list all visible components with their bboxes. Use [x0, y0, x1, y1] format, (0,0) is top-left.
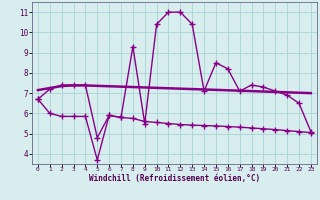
- X-axis label: Windchill (Refroidissement éolien,°C): Windchill (Refroidissement éolien,°C): [89, 174, 260, 183]
